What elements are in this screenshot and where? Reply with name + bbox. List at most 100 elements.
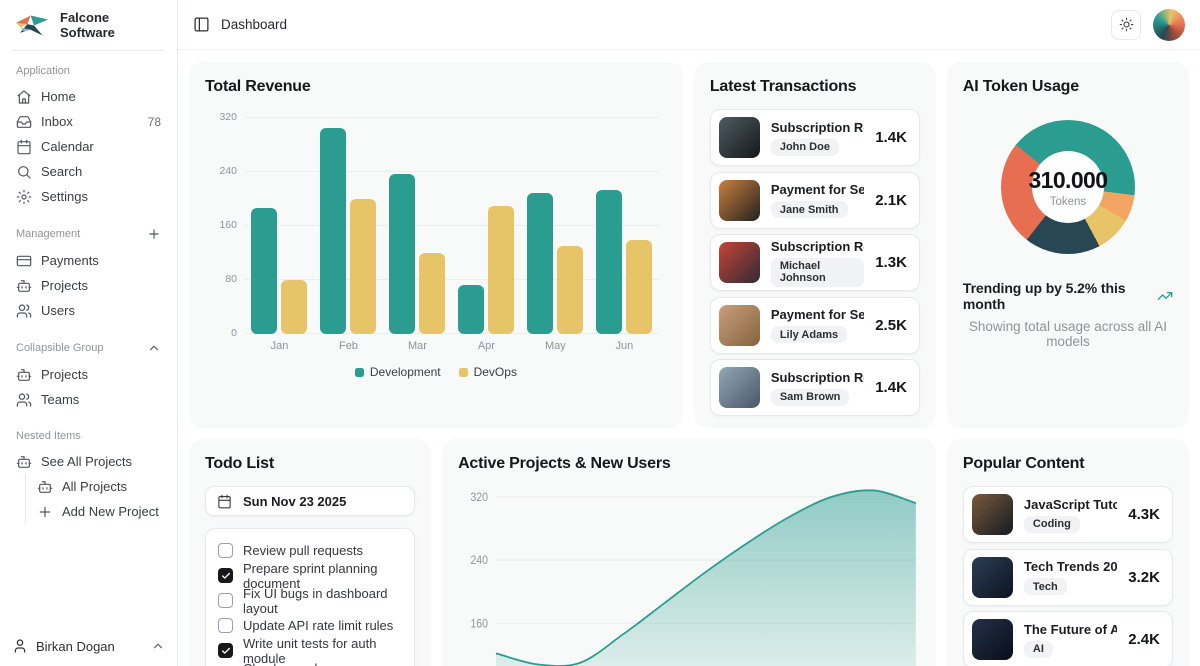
- theme-toggle-button[interactable]: [1111, 9, 1141, 40]
- transaction-item[interactable]: Subscription Renewal Sam Brown 1.4K: [709, 359, 920, 416]
- transaction-item-title: Subscription Renewal: [770, 238, 864, 254]
- content-item[interactable]: Tech Trends 2025 Tech 3.2K: [962, 548, 1173, 606]
- checkbox-unchecked[interactable]: [218, 618, 233, 633]
- sidebar-item-label: Teams: [41, 392, 80, 407]
- legend-swatch: [354, 367, 364, 377]
- todo-label: Fix UI bugs in dashboard layout: [243, 585, 388, 616]
- sidebar-group-application: Application Home Inbox 78 Calendar Searc…: [12, 63, 165, 209]
- sidebar-item-label: Projects: [41, 367, 88, 382]
- sidebar-item-projects[interactable]: Projects: [12, 273, 165, 298]
- todo-label: Review pull requests: [243, 543, 363, 558]
- bar-devops[interactable]: [626, 239, 653, 334]
- content-item-title: The Future of AI: [1023, 621, 1118, 637]
- sidebar-item-payments[interactable]: Payments: [12, 248, 165, 273]
- bar-group-feb[interactable]: [314, 118, 383, 334]
- content-item[interactable]: The Future of AI AI 2.4K: [962, 611, 1173, 666]
- bar-devops[interactable]: [488, 205, 515, 334]
- sidebar-item-see-all-projects[interactable]: See All Projects: [12, 449, 165, 474]
- todo-item: Review pull requests: [218, 543, 402, 558]
- sidebar-item-label: Inbox: [41, 114, 73, 129]
- group-label: Nested Items: [16, 430, 81, 442]
- bar-devops[interactable]: [350, 199, 377, 334]
- sidebar-item-all-projects[interactable]: All Projects: [33, 474, 165, 499]
- bar-group-may[interactable]: [521, 118, 590, 334]
- bot-icon: [16, 278, 32, 294]
- sidebar-item-add-new-project[interactable]: Add New Project: [33, 499, 165, 524]
- legend-swatch: [458, 367, 468, 377]
- bot-icon: [16, 454, 32, 470]
- transaction-item-amount: 2.5K: [875, 316, 907, 334]
- transaction-item[interactable]: Subscription Renewal John Doe 1.4K: [709, 109, 920, 166]
- panel-left-toggle-icon[interactable]: [193, 16, 210, 33]
- bar-group-jan[interactable]: [245, 118, 314, 334]
- bar-group-jun[interactable]: [590, 118, 659, 334]
- svg-text:320: 320: [471, 491, 488, 504]
- gridline: 240: [219, 165, 659, 177]
- content-item-title: JavaScript Tutorial: [1023, 496, 1118, 512]
- transaction-item[interactable]: Subscription Renewal Michael Johnson 1.3K: [709, 234, 920, 291]
- sidebar-item-projects-2[interactable]: Projects: [12, 362, 165, 387]
- transaction-item[interactable]: Payment for Services Lily Adams 2.5K: [709, 296, 920, 354]
- bar-devops[interactable]: [419, 253, 446, 334]
- sidebar-item-home[interactable]: Home: [12, 84, 165, 109]
- search-icon: [16, 164, 32, 180]
- brand[interactable]: Falcone Software: [0, 0, 177, 50]
- brand-name: Falcone Software: [60, 10, 115, 40]
- bar-development[interactable]: [596, 189, 623, 334]
- bar-development[interactable]: [527, 192, 554, 334]
- revenue-bar-chart[interactable]: 0 80 160 240 320: [219, 111, 659, 339]
- users-icon: [16, 392, 32, 408]
- bar-development[interactable]: [458, 284, 485, 334]
- bar-development[interactable]: [320, 128, 347, 334]
- group-label: Management: [16, 228, 81, 240]
- transaction-item-photo: [718, 304, 760, 346]
- sidebar-item-calendar[interactable]: Calendar: [12, 134, 165, 159]
- latest-transactions-card: Latest Transactions Subscription Renewal…: [693, 62, 936, 428]
- date-picker-button[interactable]: Sun Nov 23 2025: [205, 486, 416, 516]
- sidebar-user-menu[interactable]: Birkan Dogan: [0, 626, 177, 666]
- inbox-count-badge: 78: [147, 114, 161, 129]
- plus-icon: [37, 504, 53, 520]
- bar-group-mar[interactable]: [383, 118, 452, 334]
- transactions-list: Subscription Renewal John Doe 1.4K Payment …: [709, 109, 920, 416]
- sidebar-item-search[interactable]: Search: [12, 159, 165, 184]
- sidebar-item-inbox[interactable]: Inbox 78: [12, 109, 165, 134]
- token-donut-chart[interactable]: 310.000 Tokens: [1000, 120, 1135, 254]
- transaction-item-title: Payment for Services: [770, 182, 865, 197]
- bar-devops[interactable]: [557, 246, 584, 334]
- add-item-icon[interactable]: [147, 227, 161, 241]
- sidebar-item-teams[interactable]: Teams: [12, 387, 165, 412]
- calendar-icon: [16, 139, 32, 155]
- content-item-photo: [971, 556, 1013, 598]
- sidebar-item-settings[interactable]: Settings: [12, 184, 165, 209]
- bar-development[interactable]: [389, 174, 416, 334]
- chevron-up-icon[interactable]: [147, 341, 161, 355]
- transaction-item-badge: John Doe: [770, 138, 839, 156]
- transaction-item-amount: 2.1K: [875, 191, 907, 209]
- transaction-item-amount: 1.3K: [875, 254, 907, 271]
- transaction-item-photo: [718, 367, 760, 408]
- sidebar-item-label: Projects: [41, 278, 88, 293]
- sidebar-item-users[interactable]: Users: [12, 298, 165, 323]
- avatar[interactable]: [1153, 8, 1185, 41]
- todo-label: Prepare sprint planning document: [243, 560, 378, 591]
- bar-development[interactable]: [251, 208, 278, 334]
- revenue-legend: Development DevOps: [205, 365, 667, 379]
- checkbox-checked[interactable]: [218, 568, 233, 583]
- sidebar-group-collapsible: Collapsible Group Projects Teams: [12, 339, 165, 412]
- y-tick-label: 320: [219, 111, 237, 123]
- transaction-item[interactable]: Payment for Services Jane Smith 2.1K: [709, 171, 920, 229]
- checkbox-unchecked[interactable]: [218, 593, 233, 608]
- content-item-amount: 4.3K: [1128, 506, 1160, 523]
- area-chart[interactable]: 32024016080: [458, 483, 920, 666]
- main-area: Dashboard Total Revenue 0 80 160 240 320 Jan…: [178, 0, 1200, 666]
- brand-logo-bird-icon: [12, 12, 52, 39]
- checkbox-unchecked[interactable]: [218, 543, 233, 558]
- bar-group-apr[interactable]: [452, 118, 521, 334]
- transaction-item-amount: 1.4K: [875, 129, 907, 146]
- bar-devops[interactable]: [281, 280, 308, 334]
- transaction-item-title: Subscription Renewal: [770, 119, 864, 135]
- checkbox-checked[interactable]: [218, 643, 233, 658]
- credit-card-icon: [16, 253, 32, 269]
- content-item[interactable]: JavaScript Tutorial Coding 4.3K: [962, 486, 1173, 543]
